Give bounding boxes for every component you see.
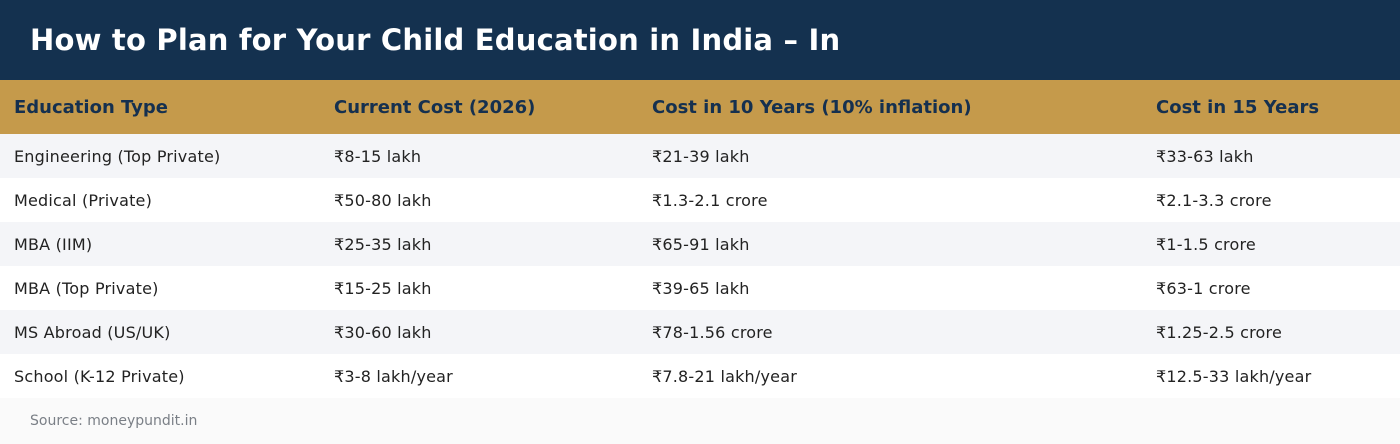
cell-current-cost: ₹3-8 lakh/year — [334, 366, 453, 386]
cell-current-cost: ₹30-60 lakh — [334, 322, 432, 342]
cell-cost-10-years: ₹39-65 lakh — [652, 278, 750, 298]
header-cost-15-years: Cost in 15 Years — [1156, 96, 1320, 118]
cell-education-type: MS Abroad (US/UK) — [14, 322, 171, 342]
header-current-cost: Current Cost (2026) — [334, 96, 536, 118]
cell-cost-10-years: ₹78-1.56 crore — [652, 322, 773, 342]
cell-cost-10-years: ₹65-91 lakh — [652, 234, 750, 254]
cell-current-cost: ₹25-35 lakh — [334, 234, 432, 254]
cell-current-cost: ₹8-15 lakh — [334, 146, 422, 166]
table-row: School (K-12 Private) ₹3-8 lakh/year ₹7.… — [0, 354, 1400, 398]
header-education-type: Education Type — [14, 96, 169, 118]
cell-education-type: School (K-12 Private) — [14, 366, 185, 386]
table-row: Engineering (Top Private) ₹8-15 lakh ₹21… — [0, 134, 1400, 178]
cell-cost-15-years: ₹2.1-3.3 crore — [1156, 190, 1272, 210]
cell-cost-10-years: ₹1.3-2.1 crore — [652, 190, 768, 210]
table-row: MBA (Top Private) ₹15-25 lakh ₹39-65 lak… — [0, 266, 1400, 310]
cell-cost-15-years: ₹1-1.5 crore — [1156, 234, 1256, 254]
cell-cost-15-years: ₹63-1 crore — [1156, 278, 1251, 298]
title-bar: How to Plan for Your Child Education in … — [0, 0, 1400, 80]
cell-cost-15-years: ₹12.5-33 lakh/year — [1156, 366, 1312, 386]
cell-cost-15-years: ₹33-63 lakh — [1156, 146, 1254, 166]
header-cost-10-years: Cost in 10 Years (10% inflation) — [652, 96, 972, 118]
table-row: MBA (IIM) ₹25-35 lakh ₹65-91 lakh ₹1-1.5… — [0, 222, 1400, 266]
table-header-row: Education Type Current Cost (2026) Cost … — [0, 80, 1400, 134]
cell-cost-15-years: ₹1.25-2.5 crore — [1156, 322, 1282, 342]
cell-education-type: Engineering (Top Private) — [14, 146, 221, 166]
cell-current-cost: ₹15-25 lakh — [334, 278, 432, 298]
cell-education-type: MBA (IIM) — [14, 234, 93, 254]
education-cost-table: Education Type Current Cost (2026) Cost … — [0, 80, 1400, 398]
table-row: Medical (Private) ₹50-80 lakh ₹1.3-2.1 c… — [0, 178, 1400, 222]
table-row: MS Abroad (US/UK) ₹30-60 lakh ₹78-1.56 c… — [0, 310, 1400, 354]
cell-current-cost: ₹50-80 lakh — [334, 190, 432, 210]
source-note: Source: moneypundit.in — [0, 398, 1400, 444]
cell-cost-10-years: ₹21-39 lakh — [652, 146, 750, 166]
cell-cost-10-years: ₹7.8-21 lakh/year — [652, 366, 797, 386]
cell-education-type: Medical (Private) — [14, 190, 153, 210]
cell-education-type: MBA (Top Private) — [14, 278, 159, 298]
page-title: How to Plan for Your Child Education in … — [30, 23, 841, 57]
